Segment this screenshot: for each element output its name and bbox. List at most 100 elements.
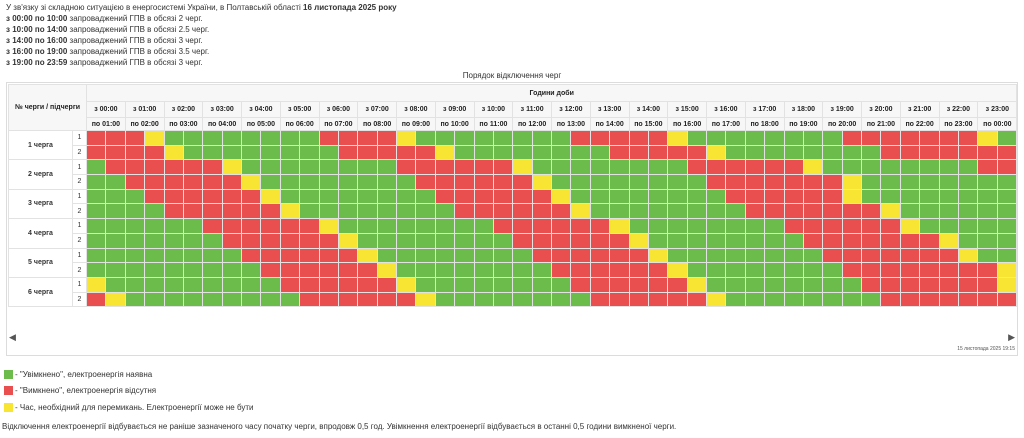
announcement-period: з 10:00 по 14:00 запроваджений ГПВ в обс… (6, 25, 210, 34)
cell-off (221, 203, 243, 220)
cell-on (454, 130, 475, 146)
cell-on (686, 188, 708, 205)
cell-on (686, 262, 708, 278)
cell-off (880, 247, 901, 264)
cell-on (105, 203, 126, 220)
schedule-row: 5 черга 1 (8, 247, 1018, 278)
cell-on (318, 174, 339, 190)
cell-off (957, 291, 979, 308)
cell-off (861, 247, 882, 264)
cell-off (396, 144, 417, 161)
cell-off (783, 188, 804, 205)
cell-on (899, 203, 921, 220)
schedule-table: № черги / підчерги Години доби з 00:00 з … (7, 84, 1018, 308)
cell-switching (570, 203, 591, 220)
hour-to-label: по 20:00 (822, 117, 863, 131)
cell-on (899, 159, 921, 176)
cell-on (783, 144, 804, 161)
cell-on (957, 218, 979, 234)
cell-on (144, 262, 165, 278)
cell-off (628, 247, 649, 264)
schedule-row: 2 (9, 174, 1018, 190)
cell-off (337, 291, 359, 308)
cell-on (957, 188, 979, 205)
cell-on (279, 159, 301, 176)
subqueue-label: 1 (71, 218, 88, 234)
queue-label: 3 черга (8, 188, 73, 220)
cell-on (182, 291, 204, 308)
cell-off (434, 159, 456, 176)
horizontal-scrollbar[interactable]: ◀ ▶ (7, 332, 1017, 344)
cell-off (647, 130, 669, 146)
cell-on (880, 159, 901, 176)
chevron-right-icon[interactable]: ▶ (1008, 332, 1015, 342)
cell-on (783, 130, 804, 146)
cell-on (124, 276, 146, 293)
cell-off (415, 174, 436, 190)
cell-off (492, 203, 514, 220)
cell-switching (996, 262, 1018, 278)
cell-on (628, 159, 649, 176)
cell-off (764, 188, 785, 205)
cell-on (260, 174, 281, 190)
cell-on (996, 174, 1018, 190)
cell-off (86, 130, 107, 146)
cell-off (919, 276, 940, 293)
cell-on (570, 188, 591, 205)
cell-off (318, 232, 339, 249)
cell-switching (880, 203, 901, 220)
cell-on (357, 188, 378, 205)
cell-off (938, 247, 959, 264)
cell-off (531, 218, 553, 234)
cell-off (725, 188, 746, 205)
chevron-left-icon[interactable]: ◀ (9, 332, 16, 342)
cell-off (628, 144, 649, 161)
hour-from-label: з 18:00 (783, 101, 824, 118)
cell-off (880, 291, 901, 308)
cell-on (318, 203, 339, 220)
cell-switching (841, 174, 863, 190)
queue-label: 5 черга (8, 247, 73, 278)
cell-on (551, 174, 572, 190)
cell-switching (686, 276, 708, 293)
cell-switching (241, 174, 262, 190)
cell-off (899, 130, 921, 146)
cell-off (667, 291, 688, 308)
cell-on (919, 203, 940, 220)
cell-on (861, 174, 882, 190)
hour-to-label: по 11:00 (473, 117, 514, 131)
cell-on (86, 262, 107, 278)
cell-on (473, 232, 494, 249)
cell-on (163, 262, 184, 278)
cell-on (686, 203, 708, 220)
cell-on (202, 276, 223, 293)
cell-on (647, 203, 669, 220)
schedule-frame: № черги / підчерги Години доби з 00:00 з … (6, 82, 1018, 356)
cell-on (744, 291, 766, 308)
cell-off (841, 232, 863, 249)
cell-on (105, 174, 126, 190)
cell-on (144, 218, 165, 234)
cell-on (337, 218, 359, 234)
cell-on (260, 144, 281, 161)
cell-off (202, 188, 223, 205)
cell-on (299, 174, 320, 190)
subqueue-label: 2 (71, 144, 88, 161)
cell-on (725, 232, 746, 249)
cell-off (822, 232, 843, 249)
cell-off (822, 188, 843, 205)
cell-on (221, 276, 243, 293)
cell-on (163, 218, 184, 234)
cell-on (86, 174, 107, 190)
cell-on (105, 232, 126, 249)
cell-on (725, 144, 746, 161)
cell-on (473, 291, 494, 308)
cell-on (628, 218, 649, 234)
cell-on (802, 276, 824, 293)
cell-switching (357, 247, 378, 264)
cell-on (454, 144, 475, 161)
cell-on (434, 276, 456, 293)
cell-off (841, 130, 863, 146)
cell-on (473, 276, 494, 293)
cell-off (628, 291, 649, 308)
